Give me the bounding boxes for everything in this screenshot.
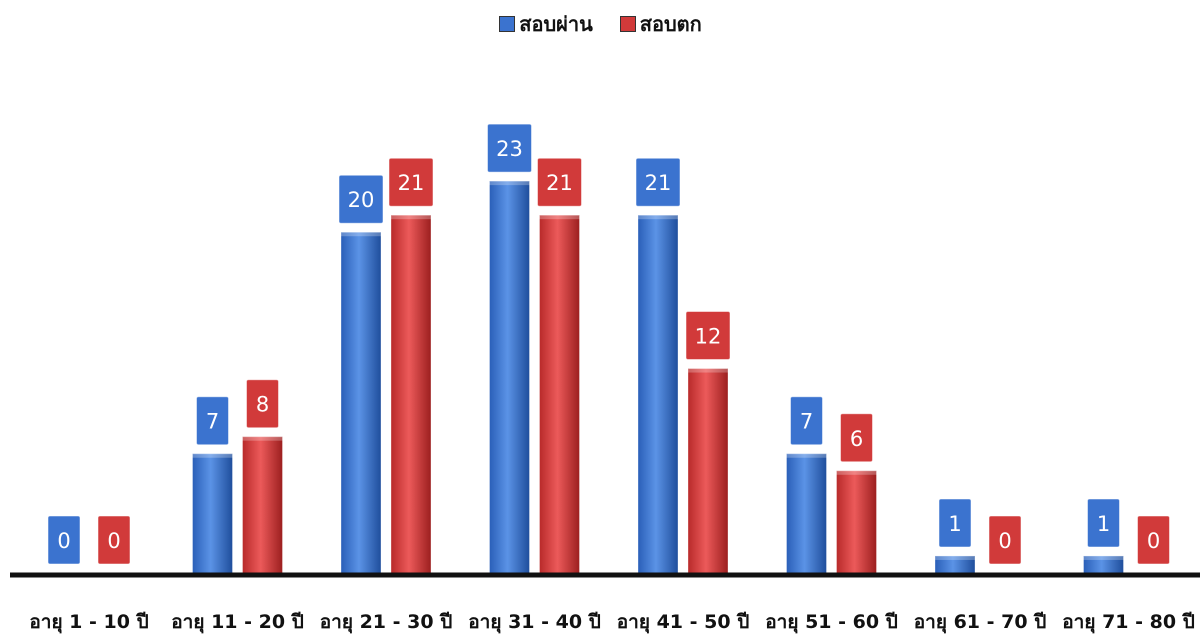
legend-swatch-pass: [499, 16, 516, 32]
bar-pass-1: [192, 453, 233, 574]
data-label-pass-6: 1: [948, 512, 961, 536]
data-label-box-pass-2: [338, 174, 384, 224]
data-label-box-fail-0: [97, 515, 131, 565]
bar-fail-5: [836, 470, 877, 574]
x-tick-label-2: อายุ 21 - 30 ปี: [320, 611, 453, 634]
bar-highlight-fail-4: [688, 368, 728, 373]
data-labels-layer: 0 0 7 8 20 21 23 21 21 12 7 6 1 0 1 0: [47, 123, 1170, 565]
data-label-pass-0: 0: [57, 529, 70, 553]
legend-item-pass[interactable]: สอบผ่าน: [499, 8, 593, 40]
bar-highlight-fail-1: [242, 436, 283, 441]
data-label-box-pass-3: [487, 123, 532, 173]
data-label-box-fail-1: [246, 379, 279, 429]
data-label-box-pass-0: [47, 515, 81, 565]
data-label-box-pass-1: [196, 396, 229, 446]
bar-highlight-fail-3: [539, 215, 580, 220]
data-label-fail-5: 6: [850, 427, 863, 451]
bar-highlight-pass-3: [489, 181, 530, 186]
data-label-box-fail-3: [537, 157, 582, 207]
data-label-fail-1: 8: [256, 393, 269, 417]
legend-item-fail[interactable]: สอบตก: [619, 8, 702, 40]
data-label-box-pass-4: [635, 157, 681, 207]
bar-pass-4: [637, 214, 679, 574]
data-label-box-fail-2: [388, 157, 434, 207]
bar-highlight-pass-2: [341, 232, 381, 237]
x-tick-label-4: อายุ 41 - 50 ปี: [617, 611, 750, 634]
bar-fail-4: [687, 368, 729, 574]
bar-fail-3: [539, 214, 580, 574]
data-label-box-fail-7: [1137, 515, 1170, 565]
bar-highlight-pass-5: [786, 453, 827, 458]
data-label-fail-2: 21: [398, 171, 425, 195]
data-label-fail-0: 0: [107, 529, 120, 553]
x-tick-label-0: อายุ 1 - 10 ปี: [29, 611, 148, 634]
data-label-box-pass-6: [938, 498, 972, 548]
data-label-fail-7: 0: [1147, 529, 1160, 553]
data-label-pass-7: 1: [1097, 512, 1110, 536]
x-tick-label-5: อายุ 51 - 60 ปี: [765, 611, 898, 634]
data-label-pass-2: 20: [348, 188, 375, 212]
bar-pass-3: [489, 180, 530, 574]
data-label-pass-3: 23: [496, 137, 523, 161]
data-label-box-pass-7: [1087, 498, 1120, 548]
bar-highlight-pass-4: [638, 215, 678, 220]
bar-highlight-fail-2: [391, 215, 431, 220]
bar-fail-2: [390, 214, 432, 574]
x-tick-labels: อายุ 1 - 10 ปี อายุ 11 - 20 ปี อายุ 21 - 3…: [29, 611, 1194, 634]
data-label-box-fail-5: [840, 413, 873, 463]
data-label-fail-3: 21: [546, 171, 573, 195]
legend-label-pass: สอบผ่าน: [519, 12, 593, 36]
x-tick-label-1: อายุ 11 - 20 ปี: [171, 611, 304, 634]
bar-fail-1: [242, 436, 283, 574]
bar-highlight-pass-7: [1083, 555, 1124, 560]
data-label-fail-6: 0: [998, 529, 1011, 553]
data-label-pass-4: 21: [645, 171, 672, 195]
data-label-pass-1: 7: [206, 410, 219, 434]
bar-pass-2: [340, 231, 382, 574]
data-label-pass-5: 7: [800, 410, 813, 434]
data-label-box-pass-5: [790, 396, 823, 446]
data-label-box-fail-6: [988, 515, 1022, 565]
x-tick-label-3: อายุ 31 - 40 ปี: [468, 611, 601, 634]
chart-legend: สอบผ่าน สอบตก: [0, 8, 1201, 40]
data-label-box-fail-4: [685, 311, 731, 361]
bar-highlight-fail-5: [836, 470, 877, 475]
x-tick-label-7: อายุ 71 - 80 ปี: [1062, 611, 1195, 634]
data-label-fail-4: 12: [695, 325, 722, 349]
bars-layer: [192, 180, 1124, 574]
bar-highlight-pass-1: [192, 453, 233, 458]
bar-highlight-pass-6: [935, 555, 975, 560]
bar-pass-5: [786, 453, 827, 574]
x-tick-label-6: อายุ 61 - 70 ปี: [914, 611, 1047, 634]
legend-label-fail: สอบตก: [639, 12, 702, 36]
legend-swatch-fail: [619, 16, 636, 32]
